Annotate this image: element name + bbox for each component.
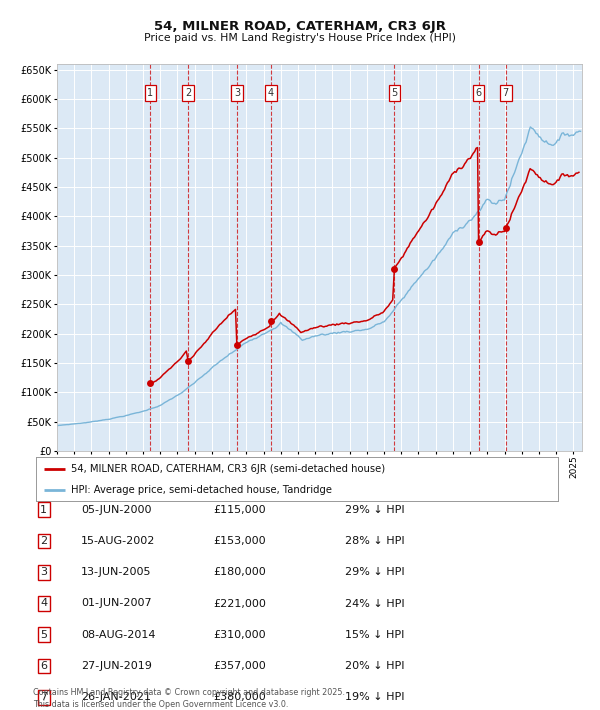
Text: 24% ↓ HPI: 24% ↓ HPI	[345, 599, 404, 608]
Text: £153,000: £153,000	[213, 536, 266, 546]
Text: 29% ↓ HPI: 29% ↓ HPI	[345, 505, 404, 515]
Text: 2: 2	[185, 88, 191, 98]
Text: 7: 7	[503, 88, 509, 98]
Text: 4: 4	[40, 599, 47, 608]
Text: 05-JUN-2000: 05-JUN-2000	[81, 505, 151, 515]
Text: 19% ↓ HPI: 19% ↓ HPI	[345, 692, 404, 702]
Text: £310,000: £310,000	[213, 630, 266, 640]
Text: 3: 3	[40, 567, 47, 577]
Text: 6: 6	[475, 88, 482, 98]
Text: 29% ↓ HPI: 29% ↓ HPI	[345, 567, 404, 577]
Text: 27-JUN-2019: 27-JUN-2019	[81, 661, 152, 671]
Text: 26-JAN-2021: 26-JAN-2021	[81, 692, 151, 702]
Text: 28% ↓ HPI: 28% ↓ HPI	[345, 536, 404, 546]
Text: 5: 5	[40, 630, 47, 640]
Text: 08-AUG-2014: 08-AUG-2014	[81, 630, 155, 640]
Text: £357,000: £357,000	[213, 661, 266, 671]
Text: 20% ↓ HPI: 20% ↓ HPI	[345, 661, 404, 671]
Text: 1: 1	[148, 88, 154, 98]
Text: 15% ↓ HPI: 15% ↓ HPI	[345, 630, 404, 640]
Text: Contains HM Land Registry data © Crown copyright and database right 2025.
This d: Contains HM Land Registry data © Crown c…	[33, 688, 345, 709]
Text: HPI: Average price, semi-detached house, Tandridge: HPI: Average price, semi-detached house,…	[71, 484, 332, 495]
Text: 01-JUN-2007: 01-JUN-2007	[81, 599, 152, 608]
Text: £221,000: £221,000	[213, 599, 266, 608]
Text: £380,000: £380,000	[213, 692, 266, 702]
Text: Price paid vs. HM Land Registry's House Price Index (HPI): Price paid vs. HM Land Registry's House …	[144, 33, 456, 43]
Text: 7: 7	[40, 692, 47, 702]
Text: 6: 6	[40, 661, 47, 671]
Text: £180,000: £180,000	[213, 567, 266, 577]
Text: 1: 1	[40, 505, 47, 515]
Text: 15-AUG-2002: 15-AUG-2002	[81, 536, 155, 546]
Text: 54, MILNER ROAD, CATERHAM, CR3 6JR: 54, MILNER ROAD, CATERHAM, CR3 6JR	[154, 20, 446, 33]
Text: 13-JUN-2005: 13-JUN-2005	[81, 567, 151, 577]
Text: 2: 2	[40, 536, 47, 546]
Text: 3: 3	[234, 88, 240, 98]
Text: £115,000: £115,000	[213, 505, 266, 515]
Text: 4: 4	[268, 88, 274, 98]
Text: 54, MILNER ROAD, CATERHAM, CR3 6JR (semi-detached house): 54, MILNER ROAD, CATERHAM, CR3 6JR (semi…	[71, 464, 386, 474]
Text: 5: 5	[391, 88, 398, 98]
